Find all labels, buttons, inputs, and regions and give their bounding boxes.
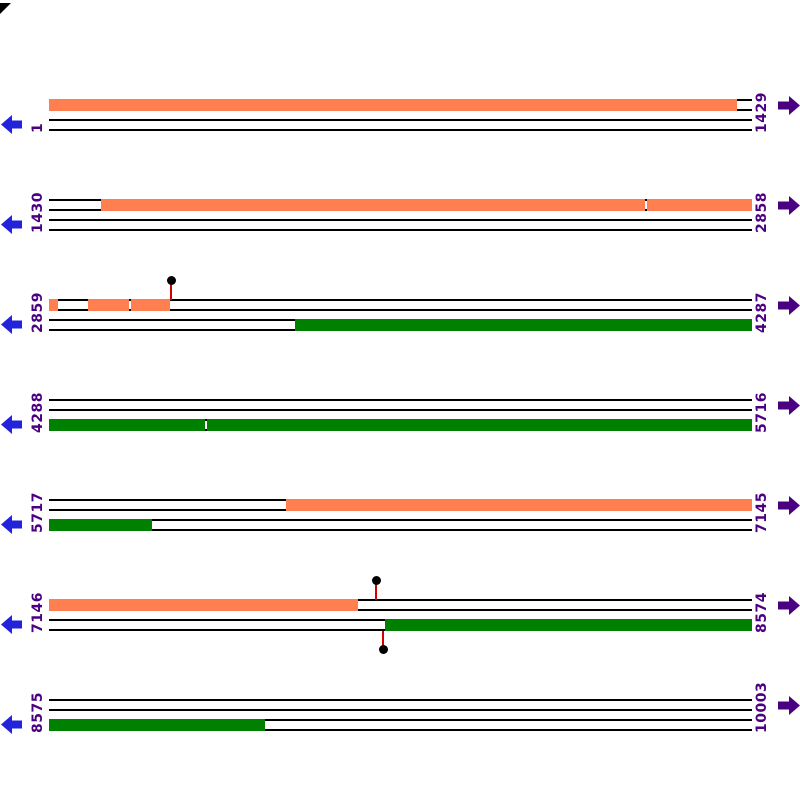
gene-feature-reverse[interactable] — [295, 319, 752, 331]
gene-feature-forward[interactable] — [49, 99, 737, 111]
row-end-coordinate: 5716 — [754, 392, 770, 433]
gene-feature-forward[interactable] — [647, 199, 752, 211]
row-end-coordinate: 8574 — [754, 592, 770, 633]
row-start-coordinate: 1430 — [30, 192, 46, 233]
strand-line — [49, 119, 752, 121]
reverse-strand-arrow-icon[interactable] — [1, 115, 22, 134]
marker-dot[interactable] — [166, 276, 176, 285]
row-end-coordinate: 4287 — [754, 292, 770, 333]
strand-line — [49, 729, 752, 731]
forward-strand-arrow-icon[interactable] — [778, 596, 800, 615]
forward-strand-arrow-icon[interactable] — [778, 96, 800, 115]
reverse-strand-arrow-icon[interactable] — [1, 715, 22, 734]
gene-feature-reverse[interactable] — [49, 719, 265, 731]
reverse-strand-arrow-icon[interactable] — [1, 515, 22, 534]
forward-strand-arrow-icon[interactable] — [778, 696, 800, 715]
forward-strand-arrow-icon[interactable] — [778, 496, 800, 515]
row-start-coordinate: 7146 — [30, 592, 46, 633]
marker-dot[interactable] — [371, 576, 381, 585]
marker-dot[interactable] — [378, 645, 388, 654]
gene-feature-forward[interactable] — [101, 199, 645, 211]
strand-line — [49, 299, 752, 301]
reverse-strand-arrow-icon[interactable] — [1, 215, 22, 234]
strand-line — [49, 229, 752, 231]
gene-feature-reverse[interactable] — [49, 519, 152, 531]
strand-line — [49, 519, 752, 521]
reverse-strand-arrow-icon[interactable] — [1, 415, 22, 434]
row-start-coordinate: 8575 — [30, 692, 46, 733]
strand-line — [49, 399, 752, 401]
gene-feature-reverse[interactable] — [385, 619, 752, 631]
gene-feature-reverse[interactable] — [207, 419, 752, 431]
marker-stem — [382, 631, 384, 646]
row-end-coordinate: 2858 — [754, 192, 770, 233]
reverse-strand-arrow-icon[interactable] — [1, 315, 22, 334]
row-start-coordinate: 4288 — [30, 392, 46, 433]
strand-line — [49, 409, 752, 411]
marker-stem — [170, 284, 172, 300]
marker-stem — [375, 584, 377, 600]
gene-feature-forward[interactable] — [88, 299, 129, 311]
gene-feature-forward[interactable] — [49, 599, 358, 611]
row-start-coordinate: 1 — [30, 122, 46, 133]
row-end-coordinate: 1429 — [754, 92, 770, 133]
strand-line — [49, 129, 752, 131]
strand-line — [49, 699, 752, 701]
row-start-coordinate: 2859 — [30, 292, 46, 333]
row-start-coordinate: 5717 — [30, 492, 46, 533]
row-end-coordinate: 10003 — [754, 681, 770, 733]
corner-mark — [0, 0, 12, 14]
strand-line — [49, 529, 752, 531]
gene-feature-forward[interactable] — [286, 499, 752, 511]
gene-feature-reverse[interactable] — [49, 419, 205, 431]
gene-feature-forward[interactable] — [49, 299, 58, 311]
strand-line — [49, 219, 752, 221]
strand-line — [49, 599, 752, 601]
reverse-strand-arrow-icon[interactable] — [1, 615, 22, 634]
strand-line — [49, 719, 752, 721]
gene-feature-forward[interactable] — [131, 299, 170, 311]
forward-strand-arrow-icon[interactable] — [778, 396, 800, 415]
strand-line — [49, 609, 752, 611]
strand-line — [49, 309, 752, 311]
forward-strand-arrow-icon[interactable] — [778, 296, 800, 315]
row-end-coordinate: 7145 — [754, 492, 770, 533]
strand-line — [49, 709, 752, 711]
forward-strand-arrow-icon[interactable] — [778, 196, 800, 215]
